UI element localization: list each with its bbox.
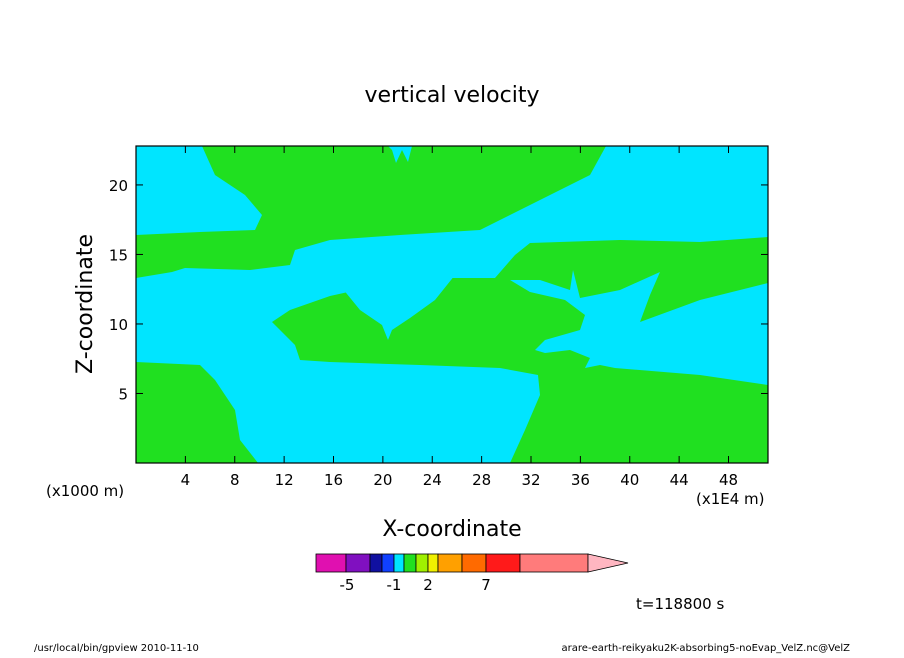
colorbar-segment (403, 553, 417, 573)
footer-right: arare-earth-reikyaku2K-absorbing5-noEvap… (562, 643, 851, 654)
colorbar-segment (437, 553, 463, 573)
x-tick-label: 16 (324, 471, 343, 489)
x-tick-label: 4 (181, 471, 191, 489)
x-tick-label: 12 (275, 471, 294, 489)
colorbar-tick-label: 7 (481, 576, 491, 594)
x-tick-label: 24 (423, 471, 442, 489)
y-tick-label: 15 (109, 246, 128, 264)
colorbar-segment (369, 553, 383, 573)
x-tick-label: 48 (719, 471, 738, 489)
colorbar-tick-label: -5 (340, 576, 355, 594)
colorbar-segment (381, 553, 395, 573)
x-tick-label: 28 (472, 471, 491, 489)
y-tick-label: 10 (109, 316, 128, 334)
x-tick-label: 32 (521, 471, 540, 489)
x-tick-label: 40 (620, 471, 639, 489)
x-tick-label: 36 (571, 471, 590, 489)
time-label: t=118800 s (636, 595, 724, 613)
footer-left: /usr/local/bin/gpview 2010-11-10 (34, 643, 199, 654)
colorbar-tick-label: 2 (423, 576, 433, 594)
contour-region (388, 146, 412, 163)
x-tick-label: 20 (373, 471, 392, 489)
colorbar-segment (461, 553, 487, 573)
colorbar-triangle (587, 553, 629, 573)
x-tick-label: 8 (230, 471, 240, 489)
y-tick-label: 20 (109, 177, 128, 195)
colorbar-segment (427, 553, 439, 573)
contour-region (510, 270, 768, 385)
colorbar-segment (345, 553, 371, 573)
y-axis-label: Z-coordinate (73, 234, 98, 374)
colorbar-tick-label: -1 (387, 576, 402, 594)
plot-frame (135, 145, 769, 464)
x-axis-label: X-coordinate (382, 517, 521, 542)
colorbar-segment (315, 553, 347, 573)
contour-region (136, 146, 606, 278)
chart-title: vertical velocity (364, 83, 539, 108)
colorbar-segment (393, 553, 405, 573)
contour-region (136, 362, 258, 463)
colorbar-segment (485, 553, 521, 573)
y-tick-label: 5 (118, 385, 128, 403)
x-unit-label: (x1E4 m) (696, 490, 765, 508)
contour-field (136, 146, 768, 463)
x-tick-label: 44 (670, 471, 689, 489)
colorbar-segment (519, 553, 589, 573)
contour-region (338, 275, 455, 340)
y-unit-label: (x1000 m) (46, 482, 124, 500)
colorbar-segment (415, 553, 429, 573)
